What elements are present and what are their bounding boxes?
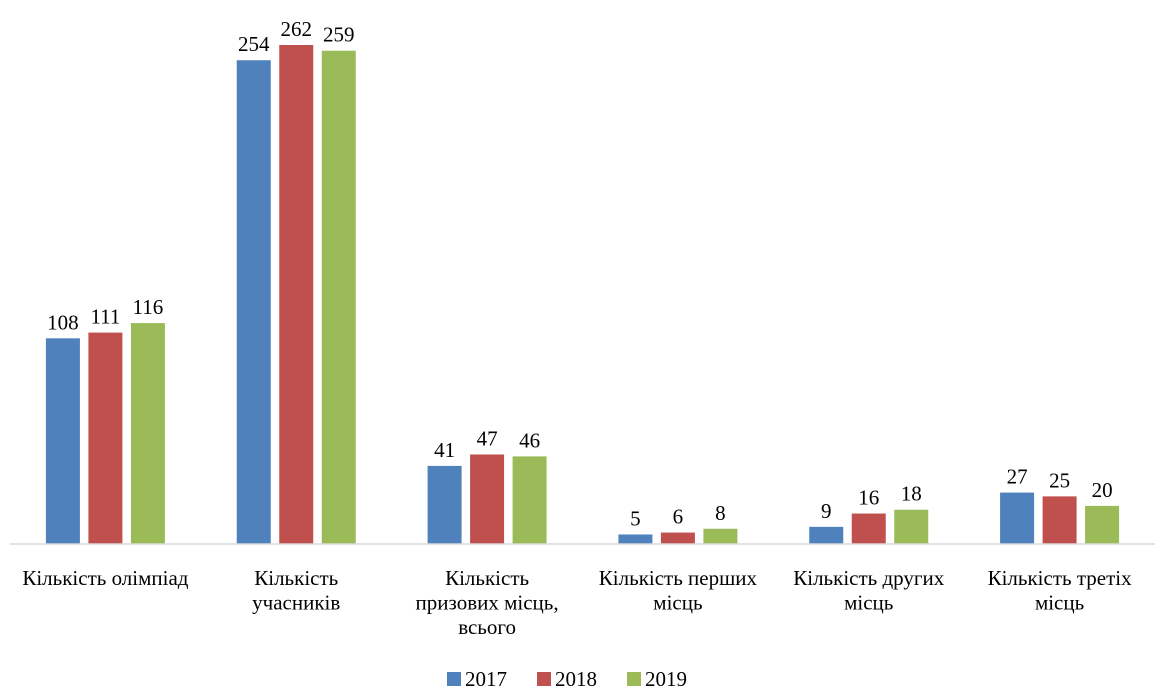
bar [1085,505,1120,544]
bar [88,332,123,544]
category-label-line: Кількість [254,566,338,590]
data-label: 5 [630,506,641,530]
legend-label: 2019 [645,667,687,691]
category-label: Кількість олімпіад [22,566,188,590]
category-label-line: Кількість третіх [988,566,1133,590]
legend-label: 2018 [555,667,597,691]
data-label: 254 [238,32,270,56]
data-label: 111 [90,305,120,329]
category-label: Кількість учасників [252,566,340,615]
legend-swatch [537,672,551,686]
data-label: 6 [673,505,684,529]
bar [1042,496,1077,544]
bar [321,50,356,544]
bar [470,454,505,544]
data-label: 9 [821,499,832,523]
category-label-line: Кількість олімпіад [22,566,188,590]
bar [660,532,695,544]
category-label: Кількість призових місць, всього [416,566,559,639]
bar [130,323,165,544]
bar [427,465,462,544]
category-label-line: місць [653,591,702,615]
category-labels-layer: Кількість олімпіад Кількість учасниківКіль… [22,566,1132,639]
category-label: Кількість третіх місць [988,566,1133,615]
data-label: 18 [901,482,922,506]
category-label-line: Кількість перших [599,566,758,590]
category-label-line: призових місць, [416,591,559,615]
legend-swatch [627,672,641,686]
category-label-line: учасників [252,591,340,615]
data-label: 8 [715,501,726,525]
data-label: 116 [133,295,164,319]
category-label: Кількість других місць [793,566,945,615]
data-label: 27 [1007,465,1028,489]
bar [512,456,547,544]
data-label: 47 [477,426,498,450]
data-label: 41 [434,438,455,462]
legend: 2017 2018 2019 [447,667,687,691]
data-label: 16 [858,486,879,510]
data-label: 25 [1049,468,1070,492]
bar [45,338,80,544]
category-label-line: Кількість других [793,566,945,590]
legend-swatch [447,672,461,686]
bar [703,528,738,544]
category-label-line: місць [1035,591,1084,615]
category-label-line: всього [458,615,516,639]
data-label: 46 [519,428,540,452]
data-label: 262 [281,17,313,41]
bar [894,509,929,544]
bar [1000,492,1035,544]
category-label-line: Кількість [445,566,529,590]
bar [618,534,653,544]
legend-label: 2017 [465,667,507,691]
bar [279,45,314,544]
bars-layer [45,45,1120,545]
bar [236,60,271,545]
data-label: 259 [323,23,355,47]
data-label: 20 [1092,478,1113,502]
bar [851,513,886,544]
data-label: 108 [47,310,79,334]
category-label-line: місць [844,591,893,615]
bar [809,526,844,544]
data-labels-layer: 108 111 116 254 262 259 41 47 46 5 6 8 9 16 18 27 25 20 [47,17,1112,530]
category-label: Кількість перших місць [599,566,758,615]
